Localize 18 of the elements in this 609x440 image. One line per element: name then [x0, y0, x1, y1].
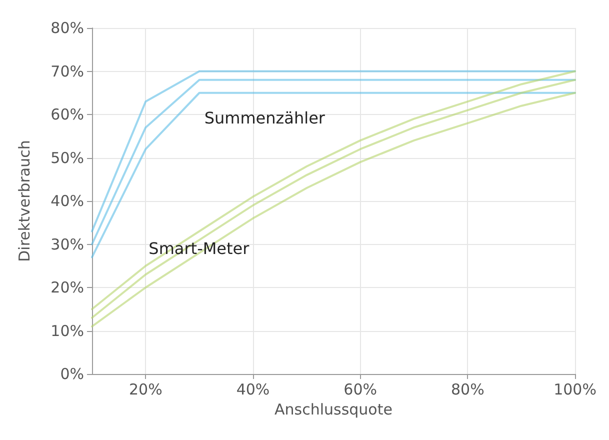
- x-tick-label: 60%: [344, 380, 378, 398]
- y-axis-title: Direktverbrauch: [16, 140, 34, 262]
- y-tick-label: 60%: [50, 106, 84, 124]
- series-label: Summenzähler: [204, 108, 326, 128]
- y-tick-label: 70%: [50, 62, 84, 80]
- y-tick-label: 30%: [50, 235, 84, 254]
- y-tick-label: 50%: [50, 148, 84, 167]
- y-tick-label: 20%: [50, 278, 84, 296]
- x-tick-label: 20%: [128, 380, 162, 398]
- x-tick-label: 40%: [236, 380, 270, 398]
- y-tick-label: 0%: [60, 365, 84, 383]
- y-tick-label: 80%: [50, 19, 84, 37]
- y-tick-label: 40%: [50, 192, 84, 210]
- x-axis-title: Anschlussquote: [274, 400, 392, 418]
- y-tick-label: 10%: [50, 322, 84, 340]
- x-tick-label: 80%: [450, 380, 484, 398]
- x-tick-label: 100%: [554, 380, 596, 398]
- series-label: Smart-Meter: [148, 239, 250, 258]
